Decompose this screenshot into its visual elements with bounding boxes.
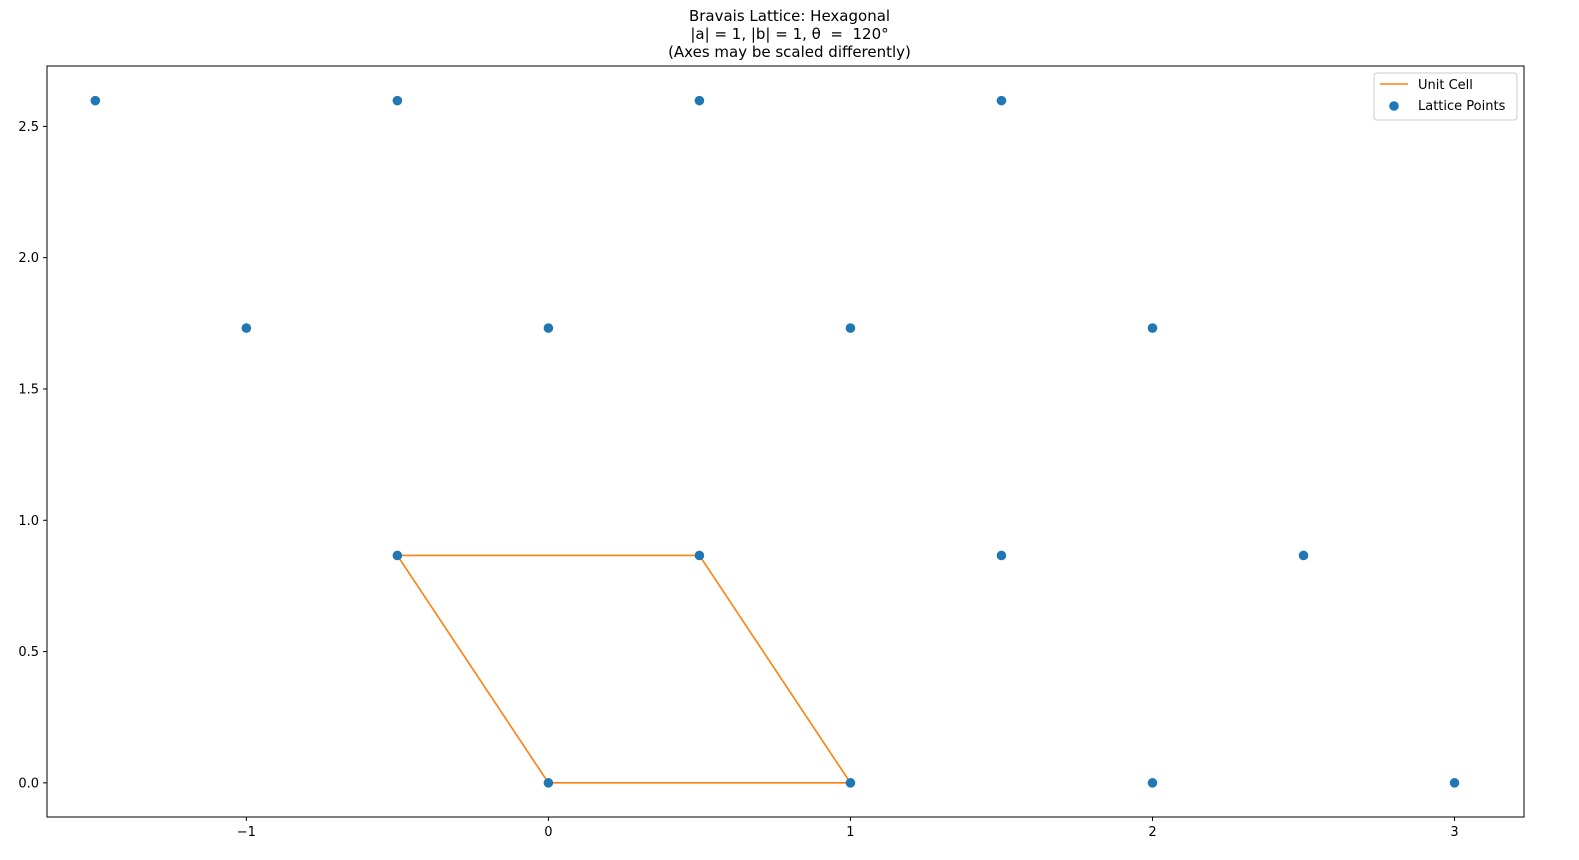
lattice-point-1 [392,95,403,106]
x-tick-label: 3 [1450,825,1458,840]
lattice-point-5 [543,323,554,333]
unit-cell-line [395,554,852,784]
lattice-point-9 [694,550,705,561]
legend: Unit Cell Lattice Points [1373,72,1518,121]
y-tick-label: 1.0 [18,514,39,529]
x-tick-label: 1 [846,825,854,840]
legend-label: Lattice Points [1418,99,1506,114]
plot-area-frame [46,65,1525,818]
lattice-point-8 [392,550,403,561]
plot-marks [90,95,1460,788]
chart-title-line-1: Bravais Lattice: Hexagonal [688,7,891,25]
lattice-point-7 [1147,323,1158,333]
x-tick-label: 2 [1148,825,1156,840]
chart-title-line-3: (Axes may be scaled differently) [668,43,911,61]
legend-box [1373,72,1518,121]
lattice-point-2 [694,95,705,106]
lattice-point-11 [1298,550,1309,561]
y-tick-label: 2.0 [18,251,39,266]
legend-lattice-points-swatch [1389,101,1399,111]
lattice-point-10 [996,550,1007,561]
chart-title-line-2: |a| = 1, |b| = 1, θ = 120° [690,25,889,43]
axis-ticks: −1 0 1 2 3 0.0 0.5 1.0 1.5 2.0 2.5 [18,120,1458,840]
lattice-point-13 [845,778,856,788]
lattice-point-12 [543,778,554,788]
legend-label: Unit Cell [1418,78,1473,93]
y-tick-label: 1.5 [18,382,39,397]
lattice-point-14 [1147,778,1158,788]
lattice-point-6 [845,323,856,333]
y-tick-label: 2.5 [18,120,39,135]
lattice-point-15 [1449,778,1460,788]
lattice-point-4 [241,323,252,333]
y-tick-label: 0.0 [18,776,39,791]
chart-title: Bravais Lattice: Hexagonal |a| = 1, |b| … [0,7,1579,61]
y-tick-label: 0.5 [18,645,39,660]
x-tick-label: −1 [237,825,256,840]
x-tick-label: 0 [544,825,552,840]
lattice-point-0 [90,95,101,106]
lattice-point-3 [996,95,1007,106]
